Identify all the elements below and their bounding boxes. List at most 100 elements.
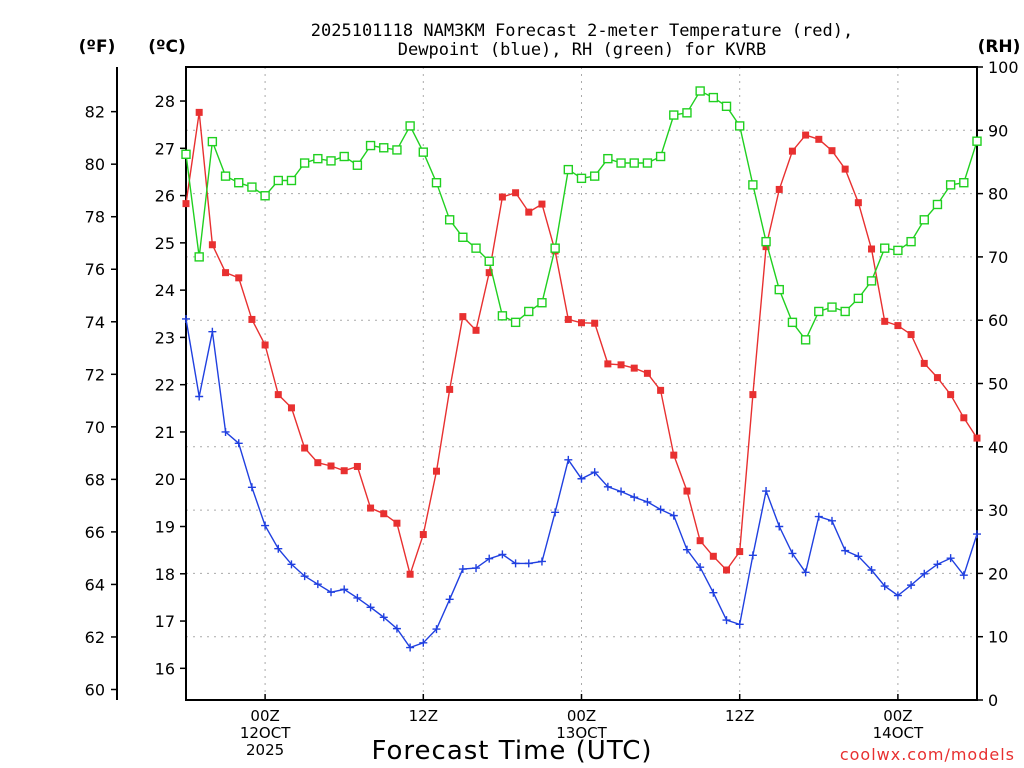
temperature-point	[314, 459, 322, 467]
celsius-tick-label: 26	[155, 187, 175, 206]
dewpoint-point	[445, 595, 454, 604]
rh-point	[748, 180, 758, 190]
dewpoint-point	[432, 625, 441, 634]
dewpoint-point	[261, 521, 270, 530]
dewpoint-point	[735, 620, 744, 629]
rh-point	[524, 306, 534, 317]
temperature-point	[419, 531, 427, 539]
celsius-tick-label: 21	[155, 423, 175, 442]
temperature-point	[973, 434, 981, 442]
x-tick-label: 12Z	[725, 707, 754, 725]
dewpoint-point	[959, 571, 968, 580]
rh-point	[273, 175, 283, 186]
rh-point	[260, 191, 270, 201]
dewpoint-point	[933, 560, 942, 569]
rh-point	[247, 182, 257, 192]
dewpoint-point	[841, 546, 850, 555]
temperature-point	[564, 315, 572, 323]
rh-point	[181, 149, 191, 159]
rh-point	[603, 153, 613, 164]
rh-point	[682, 108, 692, 118]
dewpoint-point	[379, 613, 388, 622]
dewpoint-point	[603, 482, 612, 491]
celsius-tick-label: 20	[155, 470, 175, 489]
dewpoint-point	[814, 512, 823, 521]
temperature-point	[749, 391, 757, 399]
rh-tick-label: 50	[988, 375, 1008, 394]
temperature-point	[274, 391, 282, 399]
dewpoint-point	[630, 493, 639, 502]
dewpoint-point	[762, 487, 771, 496]
fahrenheit-tick-label: 68	[85, 470, 105, 489]
dewpoint-point	[392, 624, 401, 633]
celsius-tick-label: 19	[155, 518, 175, 537]
temperature-point	[472, 326, 480, 334]
temperature-point	[525, 208, 533, 216]
temperature-point	[723, 566, 731, 574]
dewpoint-point	[274, 544, 283, 553]
rh-point	[932, 199, 943, 210]
celsius-tick-label: 18	[155, 565, 175, 584]
x-tick-label: 00Z	[883, 707, 912, 725]
temperature-point	[775, 185, 783, 193]
dewpoint-point	[656, 505, 665, 514]
dewpoint-point	[551, 508, 560, 517]
dewpoint-point	[287, 560, 296, 569]
dewpoint-point	[590, 468, 599, 477]
rh-tick-label: 30	[988, 501, 1008, 520]
dewpoint-point	[669, 511, 678, 520]
rh-point	[339, 151, 349, 162]
temperature-point	[670, 451, 678, 459]
dewpoint-point	[524, 559, 533, 568]
x-axis-title: Forecast Time (UTC)	[371, 736, 652, 766]
fahrenheit-tick-label: 76	[85, 260, 105, 279]
rh-point	[497, 311, 508, 321]
temperature-point	[947, 391, 955, 399]
dewpoint-point	[893, 591, 902, 600]
celsius-tick-label: 23	[155, 328, 175, 347]
dewpoint-point	[406, 643, 415, 652]
dewpoint-point	[195, 392, 204, 401]
fahrenheit-tick-label: 62	[85, 628, 105, 647]
celsius-tick-label: 16	[155, 659, 175, 678]
temperature-point	[301, 444, 309, 452]
dewpoint-point	[182, 314, 190, 323]
rh-point	[893, 245, 903, 256]
rh-point	[972, 136, 982, 146]
rh-point	[787, 317, 798, 328]
dewpoint-point	[366, 603, 375, 612]
chart-title-line-1: 2025101118 NAM3KM Forecast 2-meter Tempe…	[311, 21, 853, 41]
rh-point	[484, 256, 494, 266]
temperature-point	[828, 147, 836, 155]
temperature-point	[802, 131, 810, 139]
dewpoint-point	[300, 572, 309, 581]
rh-point	[444, 215, 455, 225]
dewpoint-point	[485, 554, 494, 563]
rh-point	[919, 215, 929, 225]
dewpoint-point	[472, 564, 481, 573]
temperature-point	[222, 269, 230, 277]
rh-point	[655, 151, 666, 162]
rh-point	[392, 145, 402, 155]
rh-point	[880, 243, 890, 253]
celsius-tick-label: 24	[155, 281, 175, 300]
temperature-point	[696, 537, 704, 545]
temperature-point	[762, 243, 770, 251]
rh-point	[840, 306, 850, 317]
grid	[186, 67, 977, 700]
fahrenheit-tick-label: 78	[85, 208, 105, 227]
dewpoint-point	[234, 439, 243, 448]
temperature-point	[920, 359, 928, 367]
temperature-point	[406, 570, 414, 578]
temperature-point	[353, 462, 361, 470]
rh-point	[735, 121, 745, 131]
dewpoint-point	[617, 487, 626, 496]
dewpoint-point	[537, 557, 546, 566]
dewpoint-point	[827, 516, 836, 525]
temperature-point	[261, 341, 269, 349]
dewpoint-point	[788, 549, 797, 558]
rh-point	[576, 173, 587, 184]
temperature-point	[907, 331, 915, 339]
rh-point	[761, 236, 771, 247]
rh-tick-label: 100	[988, 58, 1019, 77]
